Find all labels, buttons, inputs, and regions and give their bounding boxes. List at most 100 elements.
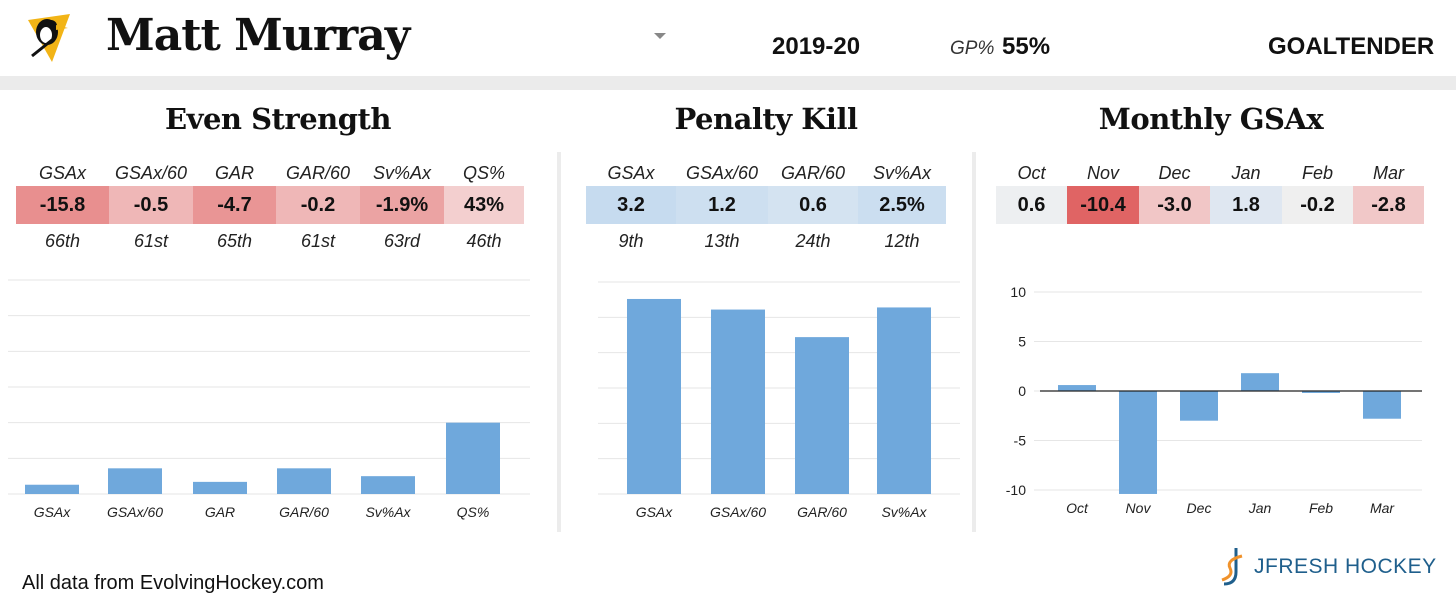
stat-value: -4.7 [193, 186, 276, 224]
stat-header: Jan [1231, 163, 1261, 183]
x-tick-label: GAR/60 [797, 504, 847, 520]
stat-header: GSAx [607, 163, 655, 183]
bar [1058, 385, 1096, 391]
x-tick-label: Nov [1126, 500, 1152, 516]
stat-header: GAR [214, 163, 254, 183]
penalty-kill-title: Penalty Kill [674, 102, 858, 136]
bar [108, 468, 162, 494]
bar [1241, 373, 1279, 391]
stat-value-row: 3.2 1.2 0.6 2.5% [586, 186, 946, 224]
x-tick-label: QS% [457, 504, 490, 520]
bar [1363, 391, 1401, 419]
panel-divider [972, 152, 976, 532]
x-tick-label: Jan [1248, 500, 1272, 516]
y-tick-label: 10 [1010, 284, 1026, 300]
monthly-gsax-title: Monthly GSAx [1098, 102, 1324, 136]
stat-value: -0.5 [109, 186, 193, 224]
stat-rank: 9th [618, 231, 644, 251]
stat-value: 0.6 [768, 186, 858, 224]
header-divider [0, 76, 1456, 90]
stat-header-row: GSAx GSAx/60 GAR/60 Sv%Ax [586, 160, 946, 186]
bar [627, 298, 681, 494]
stat-value: -1.9% [360, 186, 444, 224]
stat-rank: 63rd [383, 231, 421, 251]
position-label: GOALTENDER [1268, 33, 1435, 60]
x-tick-label: Sv%Ax [881, 504, 927, 520]
y-tick-label: -5 [1014, 433, 1027, 449]
stat-rank: 12th [884, 231, 920, 251]
x-tick-label: Dec [1187, 500, 1212, 516]
stat-header: Oct [1017, 163, 1046, 183]
stat-rank-row: 66th 61st 65th 61st 63rd 46th [16, 224, 524, 258]
bar [361, 476, 415, 494]
data-source-credit: All data from EvolvingHockey.com [22, 572, 324, 594]
brand-name: JFRESH HOCKEY [1254, 555, 1437, 578]
x-tick-label: Oct [1066, 500, 1089, 516]
bar [1119, 391, 1157, 494]
stat-header: GAR/60 [285, 163, 351, 183]
stat-header: GSAx/60 [685, 163, 759, 183]
stat-header: QS% [462, 163, 505, 183]
stat-header: GAR/60 [780, 163, 846, 183]
x-tick-label: GSAx/60 [710, 504, 766, 520]
x-tick-label: Sv%Ax [365, 504, 411, 520]
bar [795, 337, 849, 494]
bar [1302, 391, 1340, 393]
stat-rank: 24th [795, 231, 831, 251]
gp-percent-value: 55% [1002, 33, 1051, 60]
stat-rank: 46th [466, 231, 502, 251]
stat-value: -15.8 [16, 186, 109, 224]
stat-value: -0.2 [276, 186, 360, 224]
x-tick-label: GAR/60 [279, 504, 329, 520]
season-label: 2019-20 [772, 33, 861, 60]
stat-rank: 61st [300, 231, 336, 251]
stat-rank: 66th [44, 231, 81, 251]
stat-value: 1.2 [676, 186, 768, 224]
bar [877, 307, 931, 494]
stat-header: Dec [1158, 163, 1191, 183]
stat-header: Mar [1373, 163, 1404, 183]
bar [1180, 391, 1218, 421]
stat-value: -10.4 [1067, 186, 1139, 224]
penguins-logo-icon [22, 10, 78, 66]
stat-header: GSAx/60 [114, 163, 188, 183]
bar [193, 481, 247, 494]
gp-percent-label: GP% [950, 38, 995, 59]
stat-rank: 61st [133, 231, 169, 251]
stat-header: Sv%Ax [872, 163, 932, 183]
y-tick-label: 0 [1018, 383, 1026, 399]
bar [711, 309, 765, 494]
player-name: Matt Murray [106, 10, 410, 61]
stat-value: 2.5% [858, 186, 946, 224]
x-tick-label: GSAx/60 [107, 504, 163, 520]
stat-header-row: Oct Nov Dec Jan Feb Mar [996, 160, 1424, 186]
jfresh-logo-icon [1218, 546, 1248, 590]
bar [446, 422, 500, 494]
stat-header: Nov [1086, 163, 1119, 183]
monthly-gsax-table: Oct Nov Dec Jan Feb Mar 0.6 -10.4 -3.0 1… [996, 160, 1424, 224]
stat-value-row: -15.8 -0.5 -4.7 -0.2 -1.9% 43% [16, 186, 524, 224]
stat-value-row: 0.6 -10.4 -3.0 1.8 -0.2 -2.8 [996, 186, 1424, 224]
stat-header-row: GSAx GSAx/60 GAR GAR/60 Sv%Ax QS% [16, 160, 524, 186]
x-tick-label: Mar [1370, 500, 1395, 516]
stat-value: 1.8 [1210, 186, 1282, 224]
x-tick-label: GAR [205, 504, 235, 520]
even-strength-title: Even Strength [165, 102, 392, 136]
stat-value: 0.6 [996, 186, 1067, 224]
x-tick-label: Feb [1309, 500, 1333, 516]
stat-value: 43% [444, 186, 524, 224]
bar [277, 468, 331, 494]
stat-rank: 13th [704, 231, 740, 251]
player-select-dropdown-icon[interactable] [654, 33, 666, 39]
penalty-kill-table: GSAx GSAx/60 GAR/60 Sv%Ax 3.2 1.2 0.6 2.… [586, 160, 946, 258]
stat-value: 3.2 [586, 186, 676, 224]
x-tick-label: GSAx [34, 504, 72, 520]
stat-value: -3.0 [1139, 186, 1210, 224]
stat-value: -2.8 [1353, 186, 1424, 224]
y-tick-label: -10 [1006, 482, 1026, 498]
stat-rank-row: 9th 13th 24th 12th [586, 224, 946, 258]
panel-divider [557, 152, 561, 532]
stat-header: Feb [1301, 163, 1334, 183]
y-tick-label: 5 [1018, 334, 1026, 350]
